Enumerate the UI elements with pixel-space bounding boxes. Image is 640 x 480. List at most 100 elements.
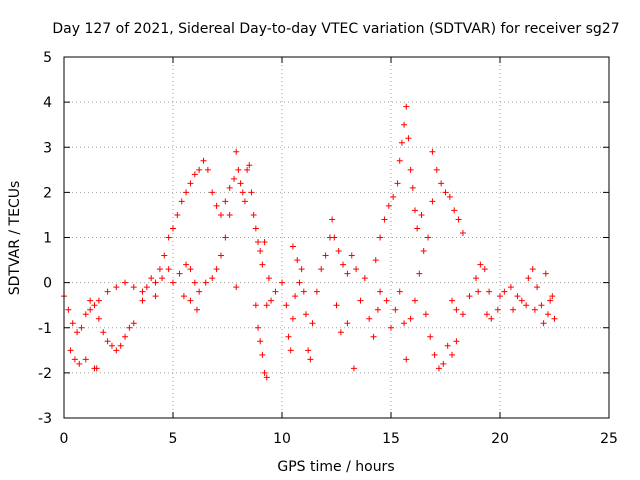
data-point [261, 369, 268, 376]
data-point [294, 257, 301, 264]
data-point [217, 211, 224, 218]
data-point [289, 315, 296, 322]
data-point [396, 288, 403, 295]
data-point [87, 297, 94, 304]
y-tick-label: 2 [43, 185, 52, 201]
data-point [422, 311, 429, 318]
chart-title: Day 127 of 2021, Sidereal Day-to-day VTE… [52, 21, 619, 37]
data-point [187, 266, 194, 273]
data-point [174, 211, 181, 218]
data-point [152, 279, 159, 286]
data-point [193, 306, 200, 313]
data-point [337, 329, 344, 336]
data-point [217, 252, 224, 259]
data-point [65, 306, 72, 313]
data-point [407, 315, 414, 322]
data-point [248, 189, 255, 196]
data-point [385, 202, 392, 209]
data-point [518, 297, 525, 304]
data-point [383, 297, 390, 304]
data-point [411, 207, 418, 214]
data-point [100, 329, 107, 336]
data-point [213, 202, 220, 209]
data-point [377, 234, 384, 241]
data-point [377, 288, 384, 295]
data-point [466, 293, 473, 300]
data-point [170, 279, 176, 286]
data-point [139, 297, 146, 304]
data-point [302, 311, 309, 318]
data-point [307, 356, 314, 363]
y-tick-label: 3 [43, 140, 52, 156]
data-point [431, 351, 438, 358]
data-point [289, 243, 296, 250]
data-point [78, 324, 85, 331]
data-point [547, 297, 554, 304]
data-point [497, 293, 503, 300]
data-point [117, 342, 124, 349]
data-point [459, 311, 466, 318]
data-point [156, 266, 163, 273]
data-point [403, 103, 410, 110]
data-point [67, 347, 74, 354]
data-point [239, 189, 246, 196]
data-point [74, 329, 81, 336]
x-tick-label: 5 [169, 431, 178, 447]
data-point [209, 189, 216, 196]
y-tick-label: 1 [43, 231, 52, 247]
data-point [481, 266, 488, 273]
x-tick-label: 10 [273, 431, 291, 447]
data-point [222, 198, 229, 205]
data-point [427, 333, 434, 340]
data-point [414, 225, 421, 232]
data-point [87, 306, 94, 313]
data-point [231, 175, 238, 182]
x-tick-label: 20 [491, 431, 509, 447]
data-point [233, 148, 240, 155]
data-point [449, 351, 456, 358]
data-point [209, 275, 216, 282]
data-point [204, 166, 211, 173]
data-point [255, 239, 262, 246]
data-point [130, 284, 137, 291]
data-point [353, 266, 360, 273]
data-point [425, 234, 432, 241]
data-point [446, 193, 453, 200]
data-point [298, 266, 305, 273]
data-point [213, 266, 220, 273]
data-point [126, 324, 133, 331]
data-point [241, 198, 248, 205]
data-point [411, 297, 418, 304]
data-point [388, 324, 394, 331]
data-point [235, 166, 242, 173]
x-tick-label: 15 [382, 431, 400, 447]
data-point [196, 166, 203, 173]
data-point [257, 248, 264, 255]
data-point [507, 284, 514, 291]
data-point [534, 284, 541, 291]
data-point [331, 234, 338, 241]
data-point [416, 270, 423, 277]
data-point [442, 189, 449, 196]
y-tick-label: 0 [43, 276, 52, 292]
data-point [122, 279, 129, 286]
data-point [183, 189, 190, 196]
data-point [348, 252, 355, 259]
data-point [200, 157, 207, 164]
data-point [263, 374, 270, 381]
data-points [61, 103, 558, 381]
data-point [366, 315, 373, 322]
y-tick-label: 4 [43, 95, 52, 111]
data-point [361, 275, 368, 282]
data-point [390, 193, 397, 200]
data-point [259, 261, 266, 268]
data-point [180, 293, 187, 300]
data-point [283, 302, 290, 309]
y-axis-label: SDTVAR / TECUs [7, 181, 23, 296]
data-point [531, 306, 538, 313]
data-point [444, 342, 451, 349]
axis-ticks: 0 5 10 15 20 25 -3 -2 -1 0 1 2 3 4 5 [38, 50, 618, 447]
data-point [523, 302, 530, 309]
data-point [296, 279, 303, 286]
data-point [95, 315, 102, 322]
